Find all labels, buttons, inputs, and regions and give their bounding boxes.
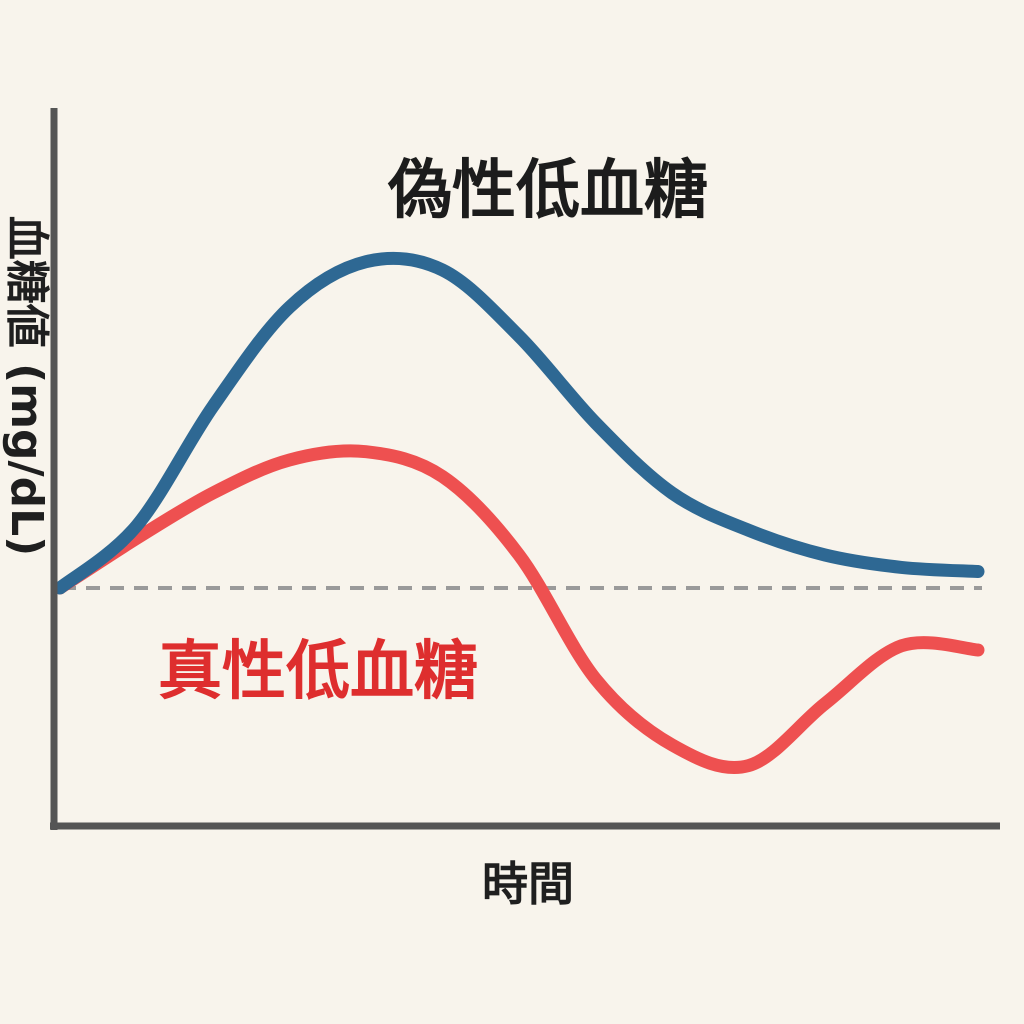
series-line-true-hypoglycemia (53, 444, 985, 774)
series-line-false-hypoglycemia (53, 251, 985, 595)
y-axis-label: 血糖値 (mg/dL) (1, 216, 52, 556)
series-label-true-hypoglycemia: 真性低血糖 (158, 635, 478, 709)
x-axis-label: 時間 (482, 857, 574, 911)
plot-area (50, 108, 1000, 830)
series-label-false-hypoglycemia: 偽性低血糖 (387, 154, 708, 228)
